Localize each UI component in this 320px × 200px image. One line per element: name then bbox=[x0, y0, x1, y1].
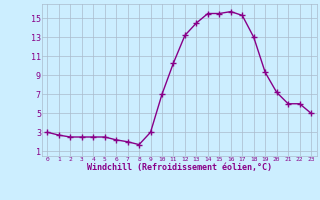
X-axis label: Windchill (Refroidissement éolien,°C): Windchill (Refroidissement éolien,°C) bbox=[87, 163, 272, 172]
